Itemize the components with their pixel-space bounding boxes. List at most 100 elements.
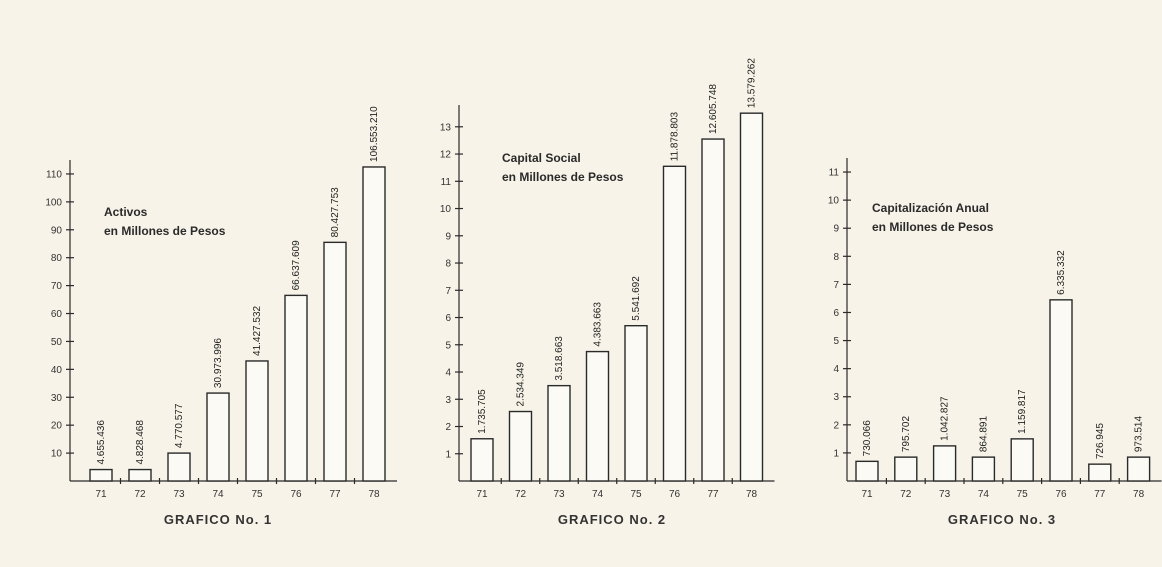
- x-category-label: 74: [212, 489, 224, 500]
- data-label: 4.383.663: [593, 302, 604, 347]
- y-tick-label: 10: [440, 204, 452, 215]
- y-tick-label: 10: [51, 449, 63, 460]
- y-tick-label: 2: [445, 422, 451, 433]
- data-label: 1.735.705: [477, 389, 488, 434]
- y-tick-label: 2: [833, 420, 839, 431]
- data-label: 730.066: [862, 420, 873, 457]
- data-label: 4.655.436: [96, 420, 107, 465]
- y-tick-label: 40: [51, 365, 63, 376]
- x-category-label: 71: [476, 489, 488, 500]
- x-category-label: 73: [173, 489, 185, 500]
- y-tick-label: 9: [445, 231, 451, 242]
- data-label: 66.637.609: [291, 240, 302, 290]
- y-tick-label: 8: [833, 252, 839, 263]
- y-tick-label: 6: [833, 308, 839, 319]
- x-category-label: 72: [515, 489, 527, 500]
- bar-78: [739, 112, 764, 482]
- data-label: 6.335.332: [1056, 250, 1067, 295]
- chart-caption: GRAFICO No. 2: [558, 512, 666, 527]
- x-category-label: 71: [861, 489, 873, 500]
- x-category-label: 77: [329, 489, 341, 500]
- y-tick-label: 4: [445, 368, 451, 379]
- chart-title-line: en Millones de Pesos: [872, 220, 994, 234]
- y-tick-label: 20: [51, 421, 63, 432]
- chart-2: 12345678910111213711.735.705722.534.3497…: [440, 58, 775, 527]
- data-label: 106.553.210: [369, 106, 380, 162]
- bar-73: [167, 452, 191, 482]
- data-label: 5.541.692: [631, 276, 642, 321]
- y-tick-label: 100: [45, 197, 62, 208]
- chart-3: 123456789101171730.06672795.702731.042.8…: [828, 158, 1162, 527]
- chart-title-line: Activos: [104, 205, 148, 219]
- x-category-label: 77: [707, 489, 719, 500]
- bar-78: [1126, 456, 1151, 482]
- y-tick-label: 110: [46, 169, 62, 180]
- y-tick-label: 1: [445, 449, 451, 460]
- x-category-label: 71: [95, 489, 107, 500]
- data-label: 1.042.827: [940, 396, 951, 441]
- y-tick-label: 60: [51, 309, 63, 320]
- x-category-label: 72: [900, 489, 912, 500]
- data-label: 11.878.803: [670, 112, 681, 162]
- x-category-label: 73: [939, 489, 951, 500]
- data-label: 30.973.996: [213, 338, 224, 388]
- x-category-label: 76: [290, 489, 302, 500]
- y-tick-label: 7: [445, 286, 451, 297]
- bar-77: [1088, 463, 1112, 482]
- x-category-label: 75: [251, 489, 263, 500]
- bar-73: [932, 445, 957, 482]
- data-label: 12.605.748: [708, 84, 719, 134]
- bar-72: [128, 468, 152, 482]
- y-tick-label: 10: [828, 196, 840, 207]
- data-label: 13.579.262: [747, 58, 758, 108]
- bar-73: [547, 384, 571, 482]
- x-category-label: 73: [553, 489, 565, 500]
- y-tick-label: 7: [833, 280, 839, 291]
- y-tick-label: 80: [51, 253, 63, 264]
- chart-title-line: Capitalización Anual: [872, 201, 989, 215]
- x-category-label: 77: [1094, 489, 1106, 500]
- data-label: 973.514: [1134, 416, 1145, 453]
- bar-77: [701, 138, 725, 482]
- x-category-label: 78: [1133, 489, 1145, 500]
- chart-1: 10 20 30 40 50 60 70 80 90 100 110 71 4.655.436 72 4.8…: [45, 106, 397, 527]
- bar-77: [323, 241, 347, 482]
- data-label: 80.427.753: [330, 187, 341, 237]
- chart-caption: GRAFICO No. 1: [164, 512, 272, 527]
- data-label: 864.891: [978, 416, 989, 453]
- x-category-label: 78: [368, 489, 380, 500]
- bar-74: [971, 456, 996, 482]
- bar-71: [470, 438, 494, 482]
- y-tick-label: 13: [440, 122, 452, 133]
- bar-71: [855, 460, 879, 482]
- bar-74: [585, 350, 610, 482]
- bar-75: [624, 324, 648, 482]
- y-tick-label: 9: [833, 224, 839, 235]
- data-label: 3.518.663: [554, 336, 565, 381]
- x-category-label: 76: [669, 489, 681, 500]
- y-tick-label: 8: [445, 259, 451, 270]
- bar-72: [894, 456, 918, 482]
- bar-71: [89, 468, 113, 482]
- bar-76: [1049, 299, 1073, 482]
- y-tick-label: 6: [445, 313, 451, 324]
- y-tick-label: 1: [833, 448, 839, 459]
- data-label: 4.770.577: [174, 403, 185, 448]
- data-label: 1.159.817: [1017, 389, 1028, 434]
- x-category-label: 75: [630, 489, 642, 500]
- bar-75: [1010, 438, 1034, 482]
- data-label: 795.702: [901, 416, 912, 453]
- bar-76: [284, 294, 308, 482]
- x-category-label: 74: [592, 489, 604, 500]
- data-label: 4.828.468: [135, 420, 146, 465]
- y-tick-label: 5: [833, 336, 839, 347]
- y-tick-label: 4: [833, 364, 839, 375]
- y-tick-label: 90: [51, 225, 63, 236]
- x-category-label: 74: [978, 489, 990, 500]
- bar-72: [508, 410, 533, 482]
- x-category-label: 76: [1055, 489, 1067, 500]
- y-tick-label: 11: [829, 168, 840, 179]
- y-tick-label: 3: [445, 395, 451, 406]
